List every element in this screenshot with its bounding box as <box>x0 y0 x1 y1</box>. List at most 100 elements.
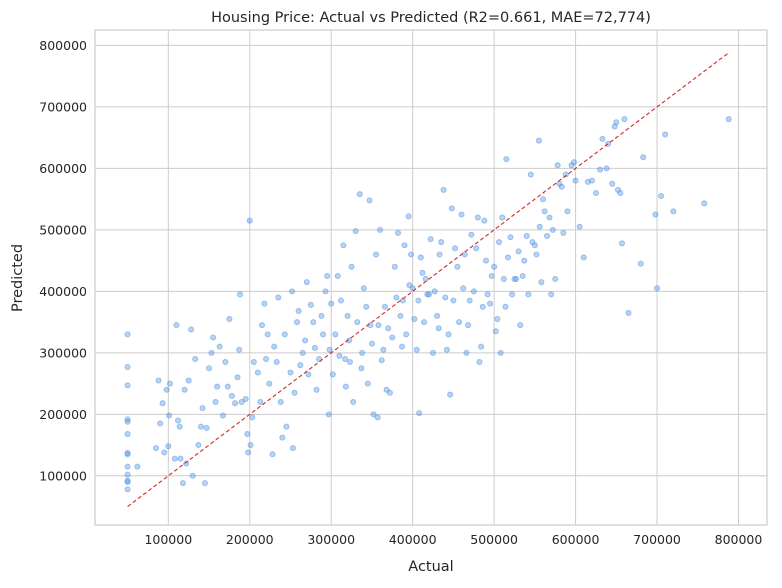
data-point <box>192 355 199 362</box>
data-point <box>558 183 565 190</box>
data-point <box>541 208 548 215</box>
data-point <box>294 319 301 326</box>
x-tick-label: 600000 <box>552 532 600 547</box>
data-point <box>208 349 215 356</box>
data-point <box>701 200 708 207</box>
data-point <box>315 355 322 362</box>
data-point <box>521 257 528 264</box>
data-point <box>488 272 495 279</box>
data-point <box>380 346 387 353</box>
data-point <box>124 382 131 389</box>
data-point <box>171 455 178 462</box>
data-point <box>254 369 261 376</box>
data-point <box>201 480 208 487</box>
data-point <box>279 434 286 441</box>
data-point <box>173 322 180 329</box>
data-point <box>249 414 256 421</box>
data-point <box>381 303 388 310</box>
data-point <box>266 380 273 387</box>
data-point <box>226 316 233 323</box>
data-point <box>535 137 542 144</box>
data-point <box>395 229 402 236</box>
data-point <box>375 322 382 329</box>
data-point <box>363 303 370 310</box>
data-point <box>238 399 245 406</box>
data-point <box>206 365 213 372</box>
x-tick-label: 100000 <box>144 532 192 547</box>
data-point <box>393 294 400 301</box>
data-point <box>307 301 314 308</box>
data-point <box>613 119 620 126</box>
data-point <box>326 346 333 353</box>
data-point <box>503 156 510 163</box>
data-point <box>570 159 577 166</box>
data-point <box>603 165 610 172</box>
data-point <box>354 319 361 326</box>
data-point <box>181 386 188 393</box>
data-point <box>474 214 481 221</box>
data-point <box>219 412 226 419</box>
data-point <box>621 116 628 123</box>
data-point <box>473 245 480 252</box>
data-point <box>297 362 304 369</box>
data-point <box>360 285 367 292</box>
data-point <box>277 399 284 406</box>
data-point <box>466 297 473 304</box>
data-point <box>311 344 318 351</box>
data-point <box>257 399 264 406</box>
data-point <box>258 322 265 329</box>
points <box>124 116 732 493</box>
data-point <box>479 303 486 310</box>
data-point <box>228 392 235 399</box>
data-point <box>385 325 392 332</box>
reference-line <box>127 52 730 507</box>
data-point <box>617 189 624 196</box>
data-point <box>289 288 296 295</box>
data-point <box>377 226 384 233</box>
data-point <box>236 291 243 298</box>
data-point <box>263 355 270 362</box>
data-point <box>580 254 587 261</box>
data-point <box>303 279 310 286</box>
data-point <box>271 343 278 350</box>
y-tick-label: 300000 <box>39 345 87 360</box>
data-point <box>370 411 377 418</box>
data-point <box>421 319 428 326</box>
data-point <box>450 297 457 304</box>
data-point <box>175 417 182 424</box>
x-axis-label: Actual <box>408 559 453 575</box>
data-point <box>549 226 556 233</box>
data-point <box>273 359 280 366</box>
data-point <box>346 337 353 344</box>
data-point <box>124 471 131 478</box>
data-point <box>337 297 344 304</box>
data-point <box>438 239 445 246</box>
y-axis-ticks: 100000 200000 300000 400000 500000 600000 7000… <box>39 38 87 483</box>
data-point <box>430 349 437 356</box>
data-point <box>289 445 296 452</box>
data-point <box>299 349 306 356</box>
data-point <box>399 343 406 350</box>
data-point <box>386 389 393 396</box>
data-point <box>264 331 271 338</box>
data-point <box>364 380 371 387</box>
data-point <box>500 276 507 283</box>
chart-title: Housing Price: Actual vs Predicted (R2=0… <box>211 10 651 26</box>
y-tick-label: 100000 <box>39 468 87 483</box>
data-point <box>188 326 195 333</box>
data-point <box>403 331 410 338</box>
data-point <box>562 171 569 178</box>
data-point <box>670 208 677 215</box>
data-point <box>513 276 520 283</box>
data-point <box>654 285 661 292</box>
data-point <box>163 386 170 393</box>
data-point <box>424 291 431 298</box>
data-point <box>222 359 229 366</box>
data-point <box>244 430 251 437</box>
data-point <box>195 442 202 449</box>
data-point <box>346 359 353 366</box>
data-point <box>374 414 381 421</box>
data-point <box>368 340 375 347</box>
data-point <box>332 331 339 338</box>
